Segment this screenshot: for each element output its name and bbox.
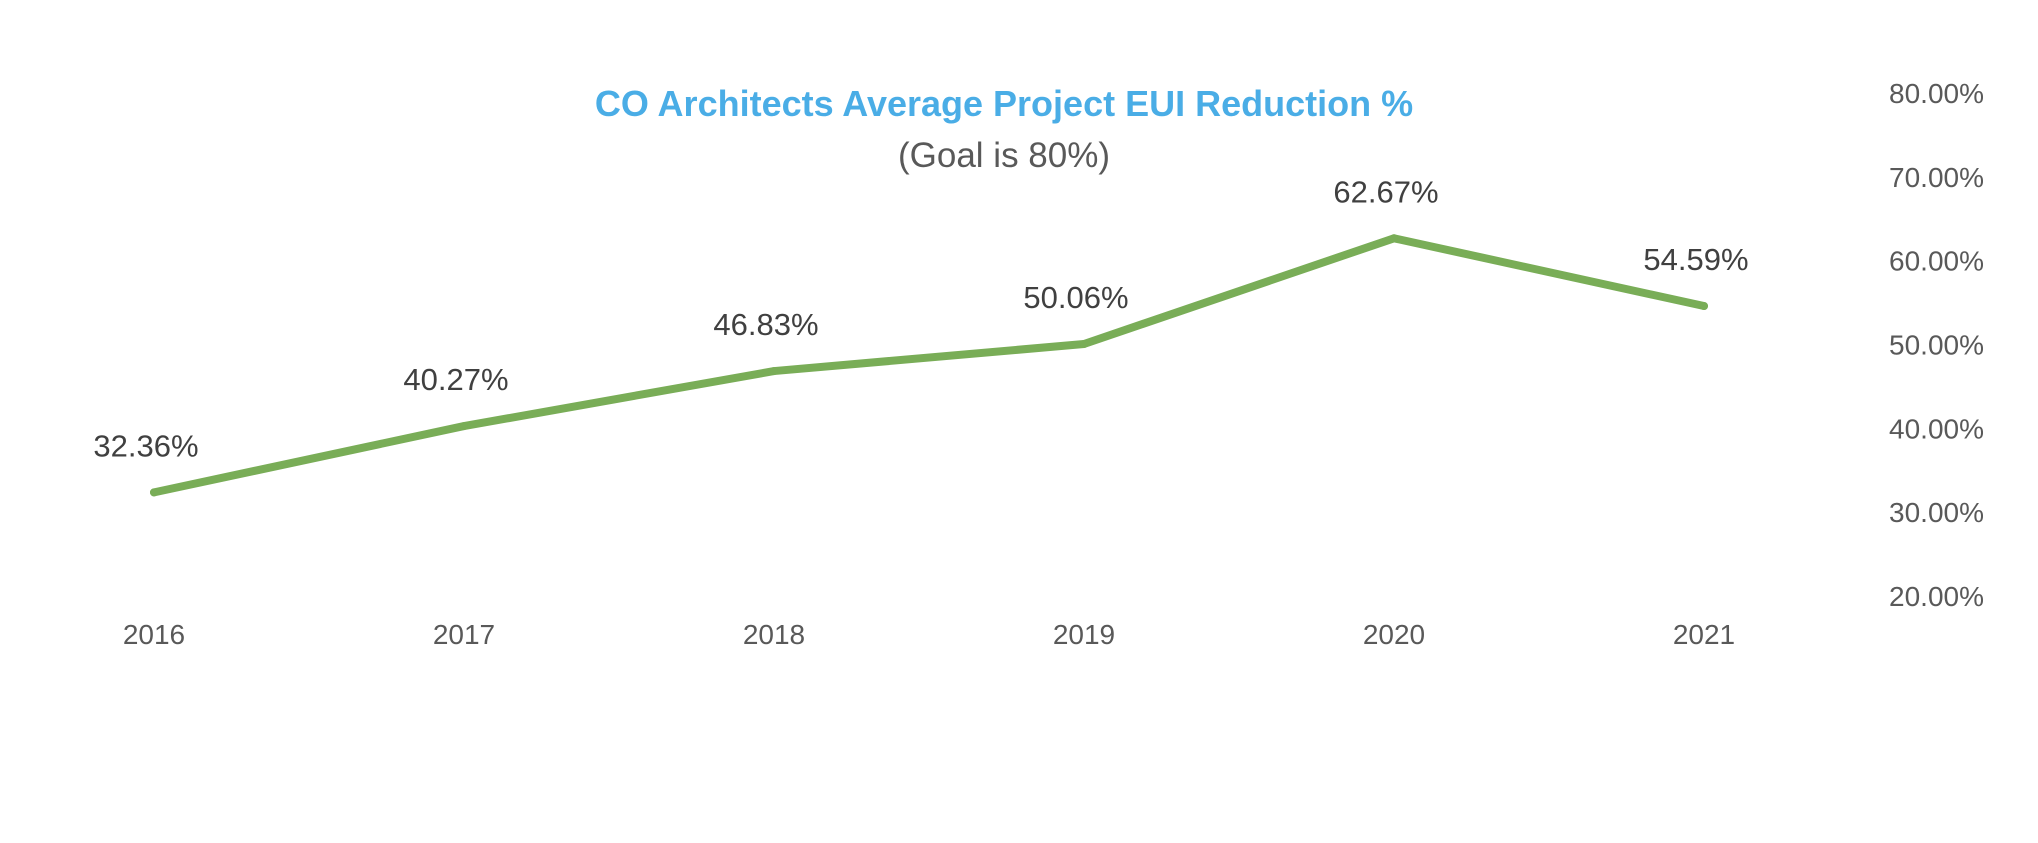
x-tick-label: 2019 xyxy=(1053,619,1115,650)
data-label: 46.83% xyxy=(713,307,818,342)
plot-area xyxy=(150,234,1708,497)
y-tick-label: 20.00% xyxy=(1889,581,1984,612)
data-point xyxy=(1390,234,1398,243)
x-tick-label: 2017 xyxy=(433,619,495,650)
y-tick-label: 60.00% xyxy=(1889,246,1984,277)
data-point xyxy=(1080,339,1088,348)
series-line xyxy=(150,234,1708,497)
y-tick-label: 50.00% xyxy=(1889,330,1984,361)
y-tick-label: 80.00% xyxy=(1889,78,1984,109)
x-tick-label: 2018 xyxy=(743,619,805,650)
data-label: 32.36% xyxy=(93,428,198,463)
data-point xyxy=(1700,302,1708,311)
data-label: 50.06% xyxy=(1023,280,1128,315)
data-point xyxy=(460,422,468,431)
data-label: 40.27% xyxy=(403,362,508,397)
data-label: 54.59% xyxy=(1643,242,1748,277)
data-label: 62.67% xyxy=(1333,174,1438,209)
y-tick-label: 70.00% xyxy=(1889,162,1984,193)
x-tick-label: 2021 xyxy=(1673,619,1735,650)
x-tick-label: 2016 xyxy=(123,619,185,650)
data-point xyxy=(770,367,778,376)
y-tick-label: 40.00% xyxy=(1889,413,1984,444)
x-axis: 2016 2017 2018 2019 2020 2021 xyxy=(123,619,1735,650)
chart-subtitle: (Goal is 80%) xyxy=(898,136,1110,175)
y-axis: 20.00% 30.00% 40.00% 50.00% 60.00% 70.00% 80.0… xyxy=(1889,78,1984,612)
chart-title: CO Architects Average Project EUI Reduct… xyxy=(595,83,1413,124)
y-tick-label: 30.00% xyxy=(1889,497,1984,528)
x-tick-label: 2020 xyxy=(1363,619,1425,650)
data-labels: 32.36% 40.27% 46.83% 50.06% 62.67% 54.59% xyxy=(93,174,1748,463)
data-point xyxy=(150,488,158,497)
